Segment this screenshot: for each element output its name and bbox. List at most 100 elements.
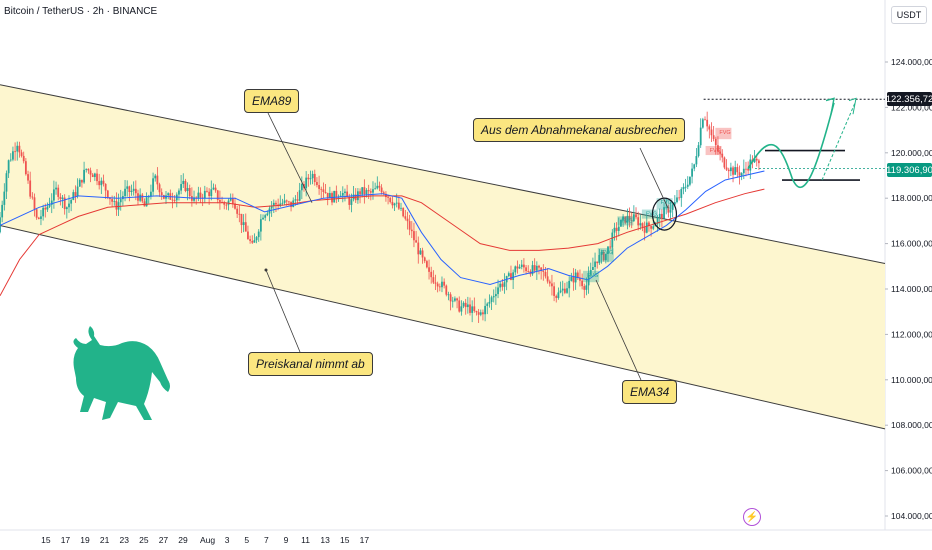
candle-body	[535, 265, 538, 271]
candle-body	[115, 200, 118, 210]
y-tick-label: 112.000,00	[891, 329, 932, 339]
x-tick-label: 21	[100, 535, 110, 545]
candle-body	[393, 203, 396, 206]
candle-body	[141, 194, 144, 202]
fvg-box	[641, 209, 658, 219]
candle-body	[742, 168, 745, 174]
candle-body	[719, 151, 722, 154]
candle-body	[61, 197, 64, 199]
candle-body	[596, 261, 599, 264]
candle-body	[85, 168, 88, 170]
candle-body	[447, 294, 450, 296]
candle-body	[3, 191, 6, 205]
candle-body	[12, 151, 14, 160]
candle-body	[430, 271, 433, 278]
candle-body	[9, 159, 12, 161]
y-tick-label: 108.000,00	[891, 420, 932, 430]
candle-body	[318, 185, 320, 189]
candle-body	[59, 196, 62, 199]
bull-icon	[73, 326, 170, 420]
candle-body	[316, 182, 318, 186]
candle-body	[382, 192, 385, 194]
candle-body	[458, 300, 461, 312]
candle-body	[240, 213, 243, 226]
candle-body	[738, 172, 741, 176]
candle-body	[55, 187, 57, 190]
candle-body	[727, 169, 730, 172]
candle-body	[288, 201, 290, 203]
candle-body	[397, 202, 400, 209]
candle-body	[626, 215, 629, 223]
candle-body	[296, 199, 299, 201]
candle-body	[300, 184, 303, 191]
candle-body	[150, 191, 152, 197]
candle-body	[678, 197, 681, 199]
candle-body	[725, 167, 728, 170]
candle-body	[419, 250, 422, 255]
candle-body	[275, 202, 277, 205]
candle-body	[18, 145, 21, 153]
candle-body	[257, 231, 260, 238]
fvg-label: FVG	[602, 250, 613, 256]
candle-body	[143, 201, 146, 207]
candle-body	[451, 300, 454, 302]
candle-body	[180, 184, 183, 191]
candle-body	[676, 197, 678, 203]
leader-channel	[265, 269, 301, 353]
candle-body	[712, 135, 715, 139]
candle-body	[339, 195, 342, 197]
candle-body	[471, 306, 474, 313]
candle-body	[693, 164, 696, 169]
candle-body	[106, 190, 109, 198]
candle-body	[160, 192, 163, 196]
currency-button[interactable]: USDT	[891, 6, 927, 24]
channel-lower-line	[0, 224, 886, 430]
candle-body	[594, 261, 596, 268]
candle-body	[139, 194, 142, 201]
candle-body	[378, 185, 381, 188]
projection-dashed-arrowhead	[848, 97, 857, 115]
candle-body	[462, 302, 465, 307]
x-tick-label: 7	[264, 535, 269, 545]
candle-body	[70, 199, 73, 204]
candle-body	[686, 184, 689, 187]
x-tick-label: 17	[360, 535, 370, 545]
candle-body	[262, 217, 264, 220]
candle-body	[544, 272, 547, 277]
candle-body	[249, 239, 251, 241]
candle-body	[162, 195, 165, 199]
candle-body	[193, 197, 195, 201]
candle-body	[247, 231, 249, 240]
candle-body	[5, 173, 8, 192]
candle-body	[421, 250, 424, 258]
candle-body	[270, 205, 273, 209]
candle-body	[283, 200, 286, 203]
candle-body	[309, 178, 312, 180]
candle-body	[134, 188, 137, 194]
candle-body	[579, 277, 581, 281]
candle-body	[376, 185, 379, 189]
candle-body	[494, 294, 497, 297]
candle-body	[223, 202, 226, 205]
candle-body	[410, 229, 413, 232]
breakout-circle	[651, 197, 678, 231]
candle-body	[620, 219, 622, 227]
candle-body	[551, 283, 553, 287]
x-tick-label: 3	[225, 535, 230, 545]
candle-body	[592, 267, 594, 270]
candle-body	[632, 214, 635, 222]
candle-body	[454, 298, 456, 301]
candle-body	[216, 190, 219, 201]
candle-body	[238, 213, 241, 215]
candle-body	[482, 312, 484, 315]
candle-body	[691, 168, 693, 177]
lightning-icon[interactable]: ⚡	[743, 508, 761, 526]
candle-body	[512, 272, 515, 280]
fvg-label: FVG	[710, 148, 721, 154]
candle-body	[78, 179, 81, 187]
candle-body	[553, 286, 555, 296]
candle-body	[464, 302, 467, 308]
candle-body	[572, 276, 575, 283]
candle-body	[486, 303, 489, 306]
